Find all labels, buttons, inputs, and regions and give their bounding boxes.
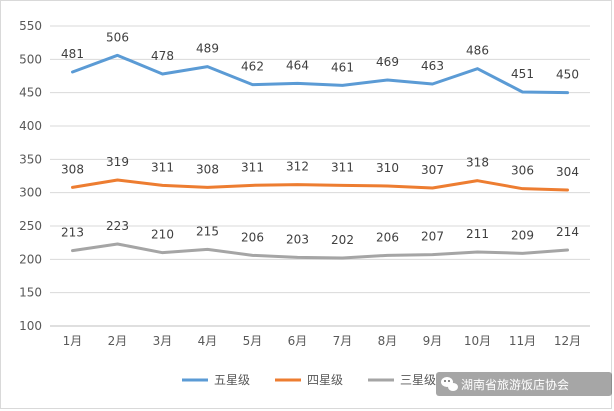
data-label: 210 <box>151 228 174 242</box>
x-tick-label: 8月 <box>378 334 398 348</box>
x-tick-label: 6月 <box>288 334 308 348</box>
y-tick-label: 100 <box>19 319 42 333</box>
data-label: 506 <box>106 30 129 44</box>
data-label: 318 <box>466 156 489 170</box>
data-label: 308 <box>196 162 219 176</box>
y-tick-label: 500 <box>19 52 42 66</box>
data-label: 469 <box>376 55 399 69</box>
legend-label: 四星级 <box>307 373 343 387</box>
series-lines <box>71 53 569 260</box>
data-label: 311 <box>151 160 174 174</box>
watermark-bg <box>436 372 612 396</box>
watermark-text: 湖南省旅游饭店协会 <box>461 377 569 392</box>
legend-label: 五星级 <box>214 373 250 387</box>
y-tick-label: 150 <box>19 286 42 300</box>
wechat-icon <box>441 377 458 391</box>
data-label: 461 <box>331 60 354 74</box>
x-tick-label: 10月 <box>464 334 491 348</box>
y-tick-label: 550 <box>19 19 42 33</box>
data-label: 463 <box>421 59 444 73</box>
data-label: 450 <box>556 68 579 82</box>
x-axis-ticks: 1月 2月 3月 4月 5月 6月 7月 8月 9月 10月 11月 12月 <box>63 334 581 348</box>
data-label: 462 <box>241 60 264 74</box>
data-label: 202 <box>331 233 354 247</box>
y-tick-label: 300 <box>19 186 42 200</box>
x-tick-label: 2月 <box>108 334 128 348</box>
data-label: 207 <box>421 230 444 244</box>
data-label: 209 <box>511 228 534 242</box>
y-tick-label: 350 <box>19 152 42 166</box>
data-label: 308 <box>61 162 84 176</box>
data-label: 311 <box>331 160 354 174</box>
x-tick-label: 4月 <box>198 334 218 348</box>
series-line <box>71 242 569 260</box>
data-label: 306 <box>511 164 534 178</box>
y-tick-label: 450 <box>19 86 42 100</box>
series-line <box>71 178 569 192</box>
legend: 五星级 四星级 三星级 <box>182 373 436 387</box>
x-tick-label: 3月 <box>153 334 173 348</box>
y-tick-label: 400 <box>19 119 42 133</box>
y-tick-label: 250 <box>19 219 42 233</box>
data-label: 481 <box>61 47 84 61</box>
x-tick-label: 7月 <box>333 334 353 348</box>
data-label: 223 <box>106 219 129 233</box>
series-line <box>71 53 569 95</box>
y-tick-label: 200 <box>19 252 42 266</box>
data-label: 312 <box>286 160 309 174</box>
data-label: 307 <box>421 163 444 177</box>
x-tick-label: 9月 <box>423 334 443 348</box>
data-label: 464 <box>286 58 309 72</box>
x-tick-label: 5月 <box>243 334 263 348</box>
data-label: 310 <box>376 161 399 175</box>
data-label: 489 <box>196 42 219 56</box>
data-label: 214 <box>556 225 579 239</box>
data-label: 206 <box>241 230 264 244</box>
x-tick-label: 12月 <box>554 334 581 348</box>
data-label: 211 <box>466 227 489 241</box>
x-tick-label: 1月 <box>63 334 83 348</box>
data-label: 213 <box>61 226 84 240</box>
data-label: 215 <box>196 224 219 238</box>
x-tick-label: 11月 <box>509 334 536 348</box>
watermark: 湖南省旅游饭店协会 <box>436 372 612 396</box>
data-labels: 481 506 478 489 462 464 461 469 463 486 451 450 308 3… <box>61 30 579 247</box>
data-label: 478 <box>151 49 174 63</box>
data-label: 304 <box>556 165 579 179</box>
gridlines <box>50 25 590 327</box>
data-label: 203 <box>286 232 309 246</box>
data-label: 319 <box>106 155 129 169</box>
data-label: 451 <box>511 67 534 81</box>
y-axis-ticks: 100 150 200 250 300 350 400 450 500 550 <box>19 19 42 333</box>
data-label: 486 <box>466 44 489 58</box>
data-label: 311 <box>241 160 264 174</box>
data-label: 206 <box>376 230 399 244</box>
legend-label: 三星级 <box>400 373 436 387</box>
